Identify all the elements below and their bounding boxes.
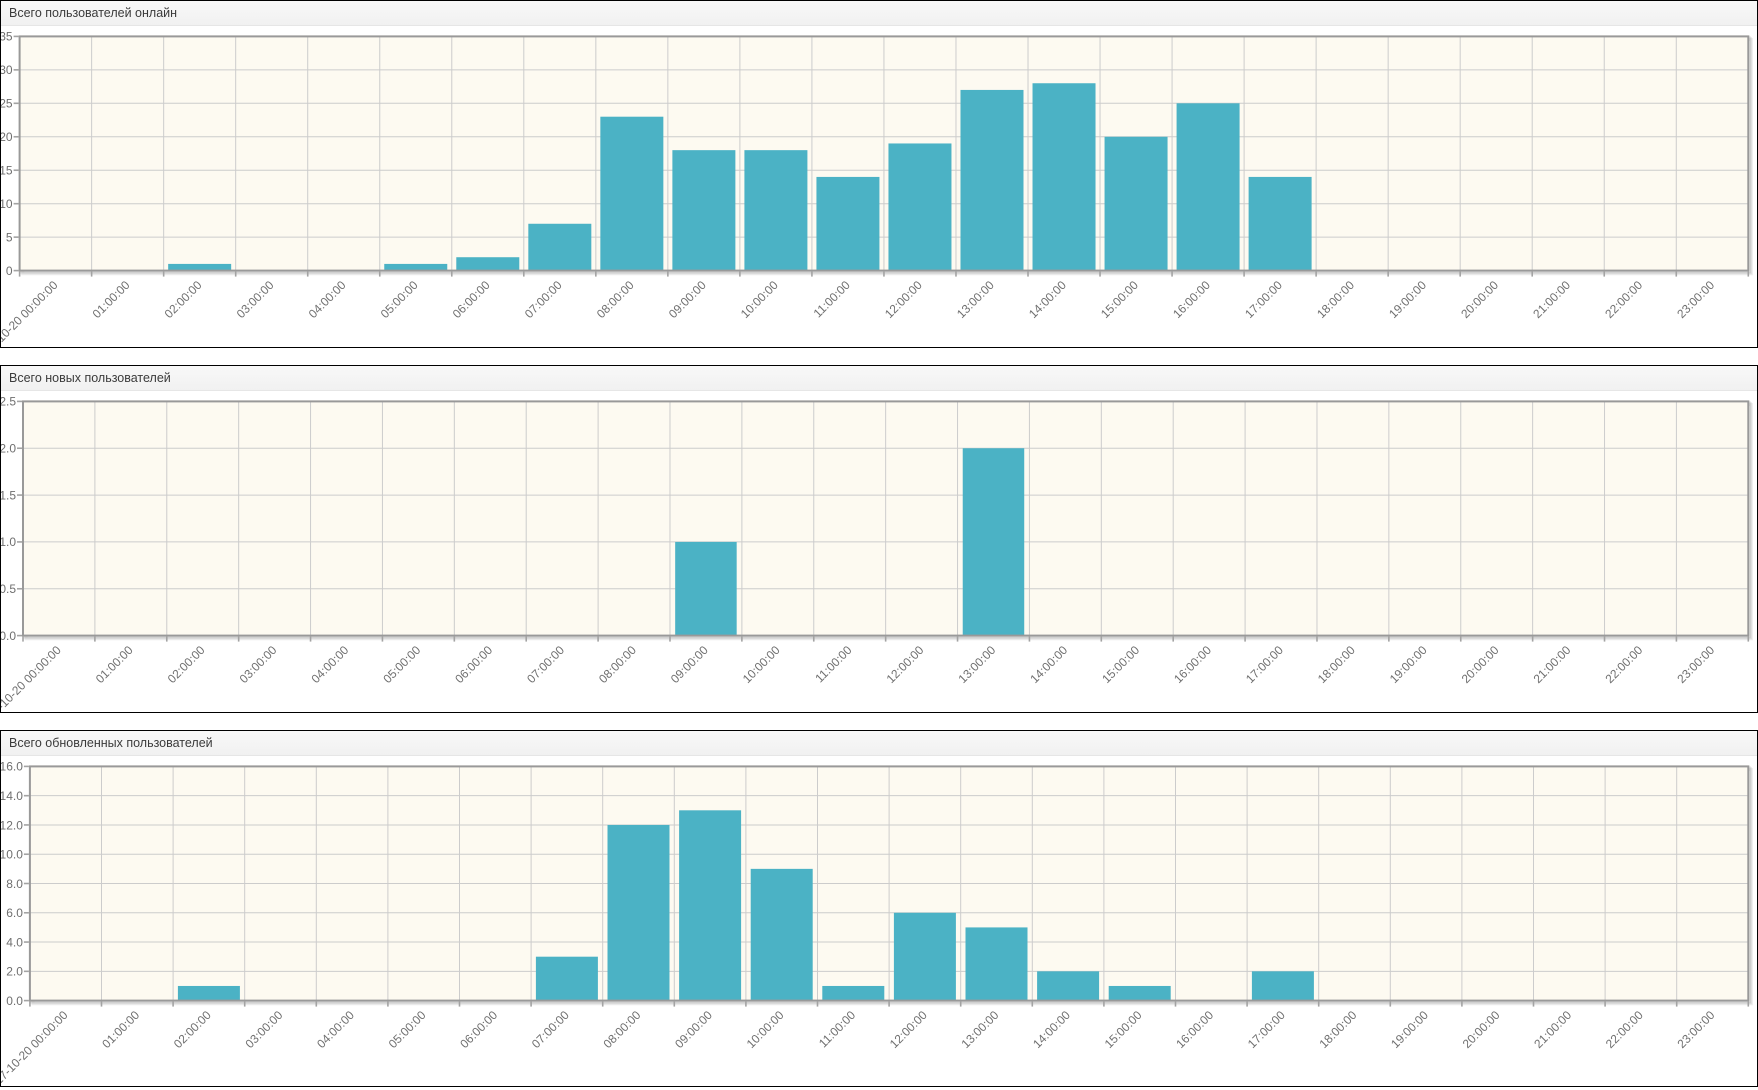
svg-text:13:00:00: 13:00:00: [954, 278, 997, 321]
svg-text:19:00:00: 19:00:00: [1387, 643, 1430, 686]
svg-text:11:00:00: 11:00:00: [812, 643, 855, 686]
svg-text:16:00:00: 16:00:00: [1170, 278, 1213, 321]
svg-text:11:00:00: 11:00:00: [816, 1008, 859, 1051]
svg-text:10.0: 10.0: [1, 848, 23, 862]
svg-text:8.0: 8.0: [6, 877, 23, 891]
svg-text:2017-10-20 00:00:00: 2017-10-20 00:00:00: [1, 643, 64, 712]
svg-text:6.0: 6.0: [6, 906, 23, 920]
svg-text:06:00:00: 06:00:00: [457, 1008, 500, 1051]
svg-text:14:00:00: 14:00:00: [1026, 278, 1069, 321]
svg-text:17:00:00: 17:00:00: [1242, 278, 1285, 321]
svg-text:35: 35: [1, 30, 13, 44]
svg-text:25: 25: [1, 97, 13, 111]
svg-text:07:00:00: 07:00:00: [522, 278, 565, 321]
svg-text:5: 5: [6, 230, 13, 244]
svg-text:20:00:00: 20:00:00: [1460, 1008, 1503, 1051]
svg-text:10:00:00: 10:00:00: [744, 1008, 787, 1051]
svg-text:2017-10-20 00:00:00: 2017-10-20 00:00:00: [1, 278, 61, 347]
svg-text:23:00:00: 23:00:00: [1674, 643, 1717, 686]
svg-text:22:00:00: 22:00:00: [1602, 278, 1645, 321]
svg-text:17:00:00: 17:00:00: [1245, 1008, 1288, 1051]
svg-text:05:00:00: 05:00:00: [380, 643, 423, 686]
svg-text:07:00:00: 07:00:00: [524, 643, 567, 686]
svg-text:05:00:00: 05:00:00: [386, 1008, 429, 1051]
svg-text:15: 15: [1, 164, 13, 178]
svg-text:16:00:00: 16:00:00: [1171, 643, 1214, 686]
svg-text:06:00:00: 06:00:00: [452, 643, 495, 686]
svg-text:21:00:00: 21:00:00: [1531, 643, 1574, 686]
svg-text:16.0: 16.0: [1, 760, 23, 774]
svg-text:21:00:00: 21:00:00: [1530, 278, 1573, 321]
svg-text:09:00:00: 09:00:00: [666, 278, 709, 321]
svg-text:4.0: 4.0: [6, 935, 23, 949]
svg-text:21:00:00: 21:00:00: [1531, 1008, 1574, 1051]
svg-text:18:00:00: 18:00:00: [1314, 278, 1357, 321]
svg-text:10:00:00: 10:00:00: [740, 643, 783, 686]
svg-text:09:00:00: 09:00:00: [668, 643, 711, 686]
svg-text:12.0: 12.0: [1, 818, 23, 832]
svg-text:0: 0: [6, 264, 13, 278]
svg-text:18:00:00: 18:00:00: [1315, 643, 1358, 686]
svg-text:1.5: 1.5: [1, 488, 16, 502]
svg-text:09:00:00: 09:00:00: [672, 1008, 715, 1051]
svg-text:19:00:00: 19:00:00: [1388, 1008, 1431, 1051]
svg-text:20:00:00: 20:00:00: [1459, 643, 1502, 686]
svg-text:15:00:00: 15:00:00: [1102, 1008, 1145, 1051]
svg-text:01:00:00: 01:00:00: [99, 1008, 142, 1051]
svg-text:20: 20: [1, 130, 13, 144]
svg-text:14:00:00: 14:00:00: [1027, 643, 1070, 686]
svg-text:04:00:00: 04:00:00: [314, 1008, 357, 1051]
svg-text:2.0: 2.0: [1, 442, 16, 456]
svg-text:0.0: 0.0: [6, 994, 23, 1008]
svg-text:03:00:00: 03:00:00: [234, 278, 277, 321]
svg-text:14.0: 14.0: [1, 789, 23, 803]
svg-text:15:00:00: 15:00:00: [1099, 643, 1142, 686]
svg-text:05:00:00: 05:00:00: [378, 278, 421, 321]
svg-text:19:00:00: 19:00:00: [1386, 278, 1429, 321]
svg-text:0.5: 0.5: [1, 582, 16, 596]
svg-text:22:00:00: 22:00:00: [1602, 643, 1645, 686]
svg-text:20:00:00: 20:00:00: [1458, 278, 1501, 321]
svg-text:12:00:00: 12:00:00: [882, 278, 925, 321]
svg-text:02:00:00: 02:00:00: [165, 643, 208, 686]
svg-text:01:00:00: 01:00:00: [93, 643, 136, 686]
svg-text:14:00:00: 14:00:00: [1030, 1008, 1073, 1051]
svg-text:1.0: 1.0: [1, 535, 16, 549]
svg-text:04:00:00: 04:00:00: [308, 643, 351, 686]
svg-text:16:00:00: 16:00:00: [1173, 1008, 1216, 1051]
svg-text:03:00:00: 03:00:00: [237, 643, 280, 686]
svg-text:12:00:00: 12:00:00: [884, 643, 927, 686]
svg-text:18:00:00: 18:00:00: [1316, 1008, 1359, 1051]
svg-text:2.5: 2.5: [1, 395, 16, 409]
svg-text:2017-10-20 00:00:00: 2017-10-20 00:00:00: [1, 1008, 71, 1086]
svg-text:17:00:00: 17:00:00: [1243, 643, 1286, 686]
svg-text:12:00:00: 12:00:00: [887, 1008, 930, 1051]
svg-text:08:00:00: 08:00:00: [594, 278, 637, 321]
svg-text:22:00:00: 22:00:00: [1603, 1008, 1646, 1051]
svg-text:01:00:00: 01:00:00: [90, 278, 133, 321]
svg-text:08:00:00: 08:00:00: [600, 1008, 643, 1051]
svg-text:15:00:00: 15:00:00: [1098, 278, 1141, 321]
svg-text:10:00:00: 10:00:00: [738, 278, 781, 321]
svg-text:23:00:00: 23:00:00: [1674, 278, 1717, 321]
svg-text:10: 10: [1, 197, 13, 211]
svg-text:04:00:00: 04:00:00: [306, 278, 349, 321]
svg-text:07:00:00: 07:00:00: [529, 1008, 572, 1051]
svg-text:23:00:00: 23:00:00: [1674, 1008, 1717, 1051]
svg-text:03:00:00: 03:00:00: [242, 1008, 285, 1051]
svg-text:02:00:00: 02:00:00: [171, 1008, 214, 1051]
svg-text:11:00:00: 11:00:00: [811, 278, 854, 321]
svg-text:08:00:00: 08:00:00: [596, 643, 639, 686]
svg-text:13:00:00: 13:00:00: [955, 643, 998, 686]
svg-text:0.0: 0.0: [1, 629, 16, 643]
svg-text:02:00:00: 02:00:00: [162, 278, 205, 321]
svg-text:2.0: 2.0: [6, 965, 23, 979]
svg-text:06:00:00: 06:00:00: [450, 278, 493, 321]
svg-text:30: 30: [1, 63, 13, 77]
svg-text:13:00:00: 13:00:00: [958, 1008, 1001, 1051]
